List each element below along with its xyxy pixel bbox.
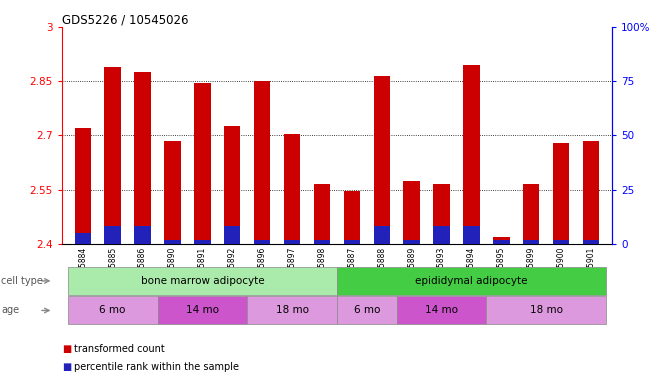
Bar (104, 67, 121, 244)
Text: ■: ■ (62, 344, 71, 354)
Bar (344, 240, 360, 244)
Text: epididymal adipocyte: epididymal adipocyte (415, 276, 528, 286)
Bar (434, 184, 450, 244)
Bar (553, 240, 570, 244)
Text: bone marrow adipocyte: bone marrow adipocyte (141, 276, 264, 286)
Bar (464, 65, 480, 244)
Text: percentile rank within the sample: percentile rank within the sample (74, 362, 238, 372)
Bar (134, 227, 151, 244)
Bar (374, 227, 390, 244)
Bar (164, 240, 181, 244)
Bar (434, 227, 450, 244)
Bar (134, 72, 151, 244)
Text: 6 mo: 6 mo (100, 305, 126, 316)
Bar (284, 240, 300, 244)
Bar (104, 227, 121, 244)
Bar (374, 76, 390, 244)
Text: cell type: cell type (1, 276, 43, 286)
Text: 14 mo: 14 mo (425, 305, 458, 316)
Bar (583, 240, 599, 244)
Bar (284, 134, 300, 244)
Text: 18 mo: 18 mo (275, 305, 309, 316)
Text: 6 mo: 6 mo (353, 305, 380, 316)
Bar (75, 233, 91, 244)
Bar (254, 240, 270, 244)
Text: 18 mo: 18 mo (530, 305, 562, 316)
Text: ■: ■ (62, 362, 71, 372)
Bar (75, 128, 91, 244)
Text: transformed count: transformed count (74, 344, 164, 354)
Bar (523, 184, 540, 244)
Bar (493, 240, 510, 244)
Text: 14 mo: 14 mo (186, 305, 219, 316)
Bar (583, 141, 599, 244)
Bar (523, 240, 540, 244)
Bar (464, 227, 480, 244)
Bar (404, 240, 420, 244)
Text: age: age (1, 305, 20, 316)
Bar (194, 83, 210, 244)
Bar (314, 240, 330, 244)
Bar (194, 240, 210, 244)
Bar (164, 141, 181, 244)
Bar (493, 237, 510, 244)
Bar (404, 180, 420, 244)
Bar (254, 81, 270, 244)
Text: GDS5226 / 10545026: GDS5226 / 10545026 (62, 13, 188, 26)
Bar (224, 126, 240, 244)
Bar (224, 227, 240, 244)
Bar (344, 191, 360, 244)
Bar (314, 184, 330, 244)
Bar (553, 142, 570, 244)
